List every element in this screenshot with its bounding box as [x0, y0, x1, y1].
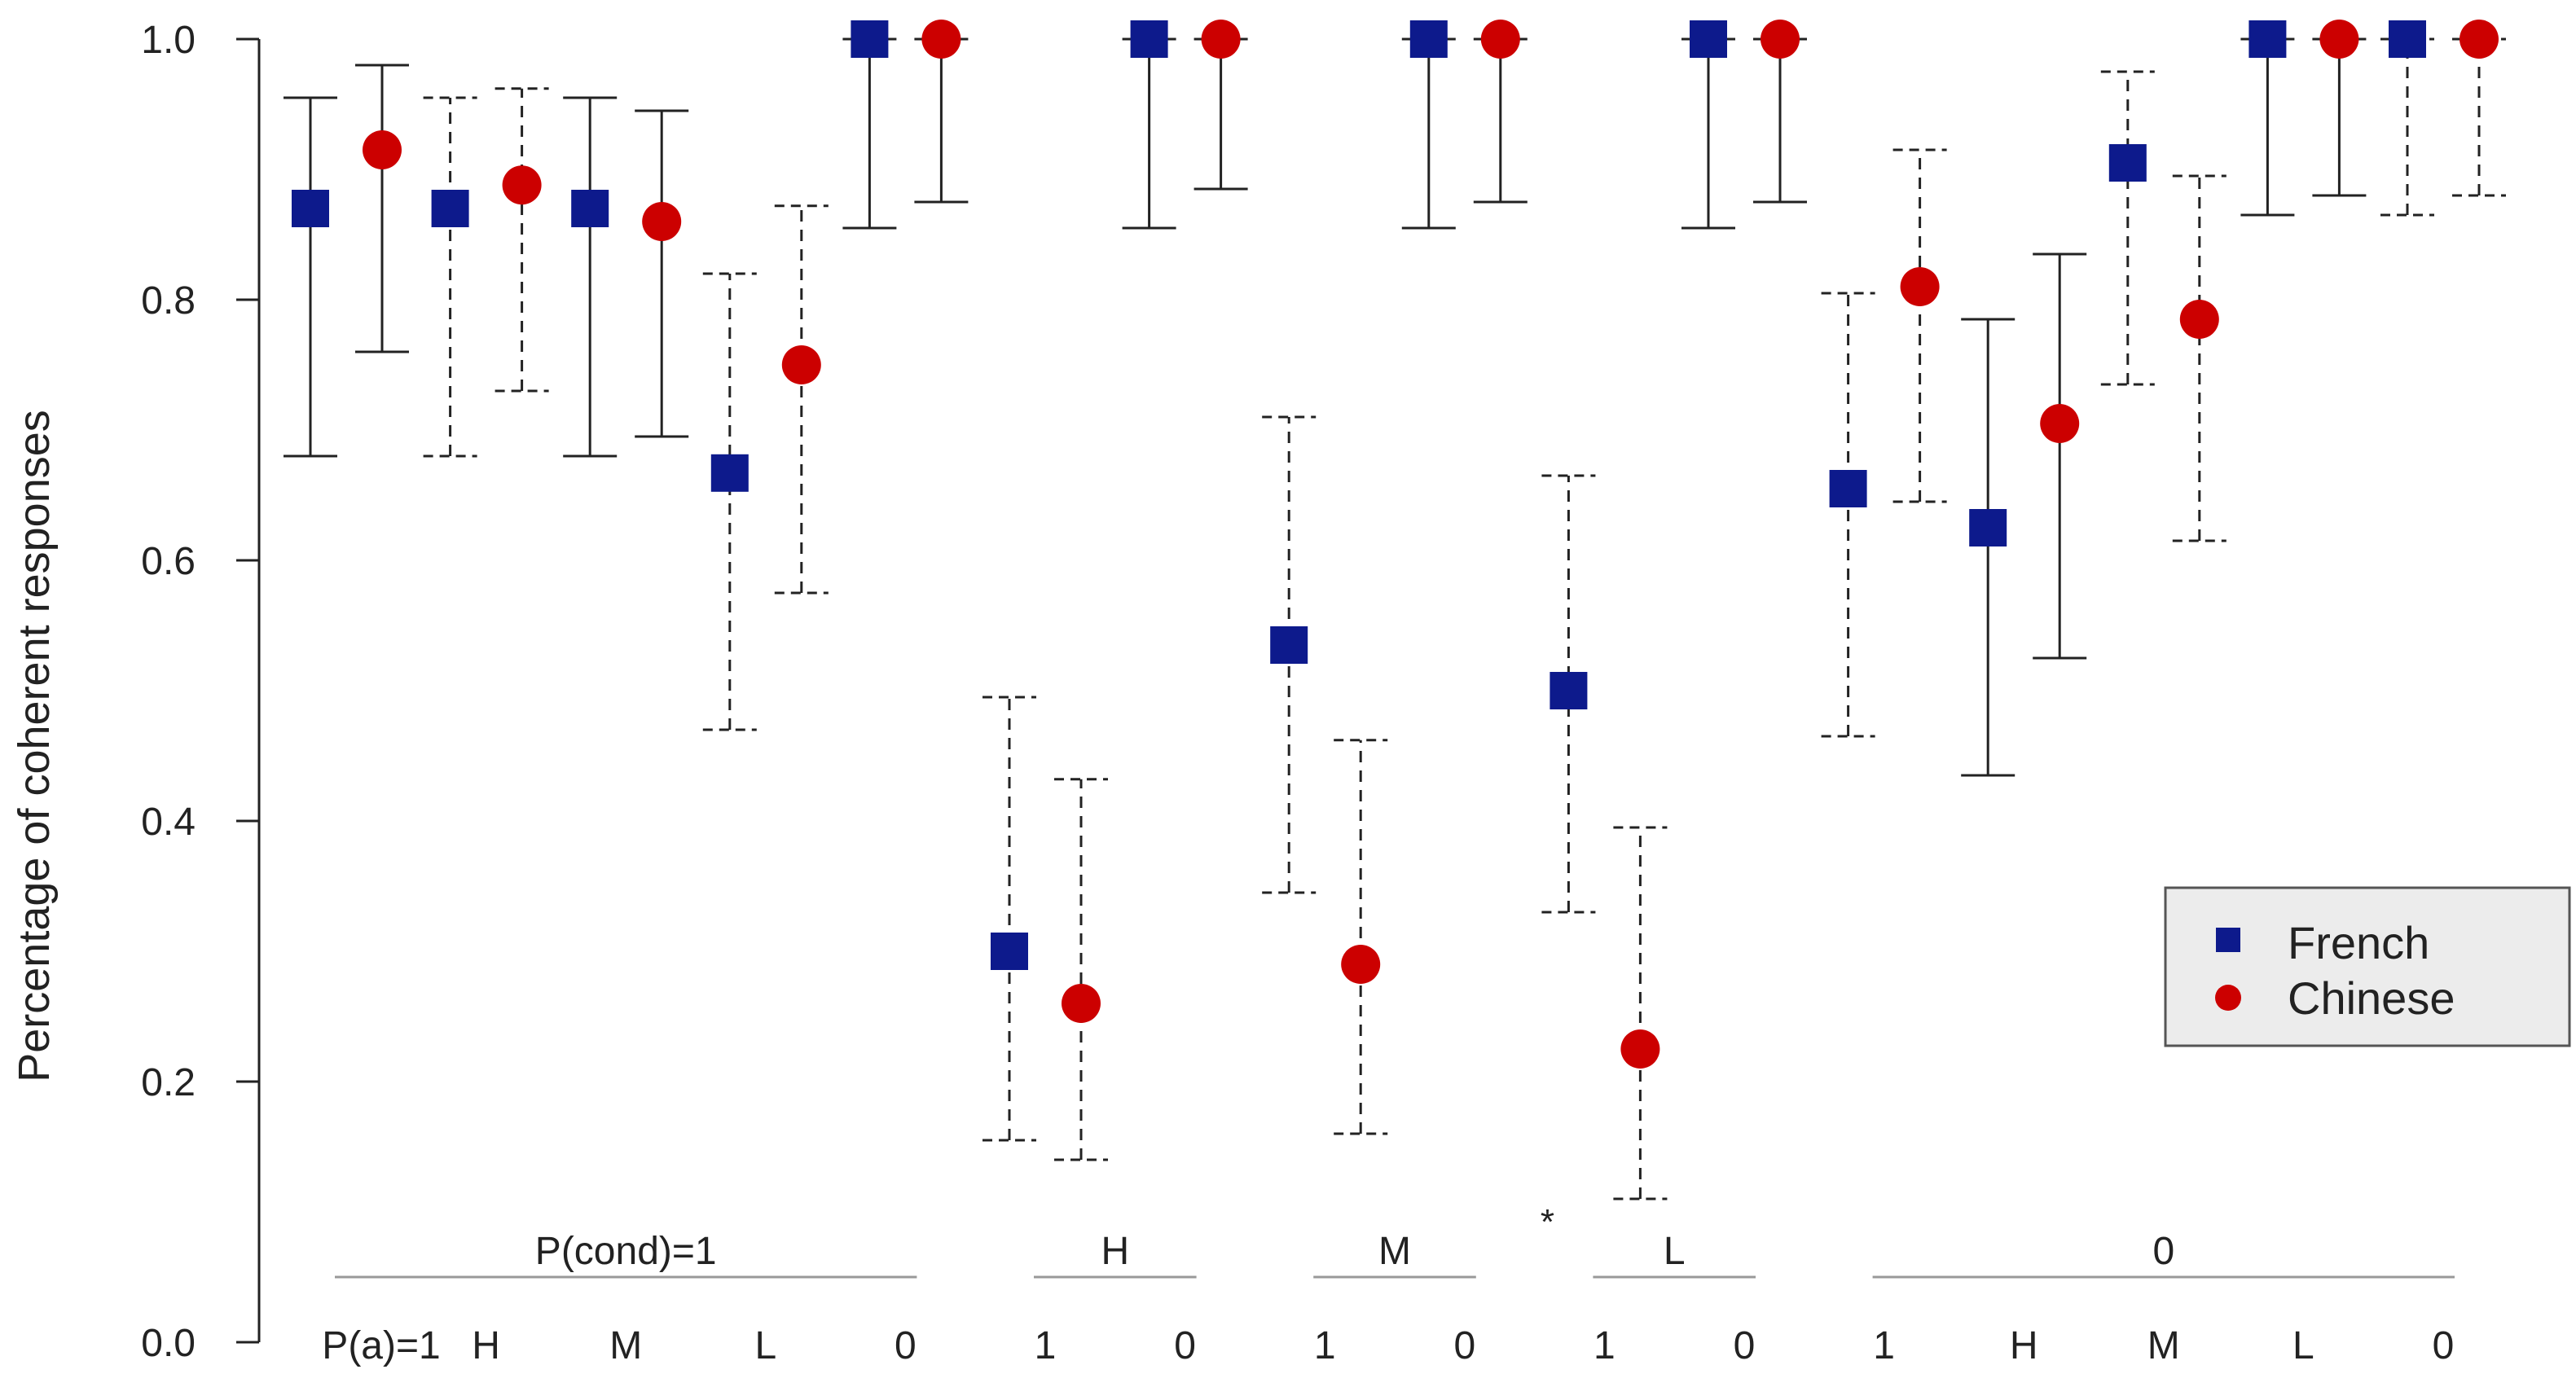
y-tick-label: 0.8	[141, 279, 196, 323]
marker-french	[1270, 626, 1308, 664]
category-label: 1	[1314, 1324, 1336, 1367]
legend-chinese-marker	[2215, 985, 2241, 1011]
group-label: L	[1664, 1230, 1686, 1273]
marker-french	[1690, 20, 1727, 58]
legend: French Chinese	[2164, 886, 2571, 1047]
marker-chinese	[502, 165, 542, 205]
category-label: M	[609, 1324, 642, 1367]
marker-french	[991, 933, 1028, 970]
y-tick-label: 0.0	[141, 1322, 196, 1365]
marker-chinese	[1201, 20, 1241, 59]
marker-chinese	[921, 20, 961, 59]
group-label: M	[1378, 1230, 1411, 1273]
y-tick-label: 0.6	[141, 540, 196, 583]
category-label: 0	[1174, 1324, 1196, 1367]
marker-french	[292, 190, 329, 227]
category-label: H	[2010, 1324, 2038, 1367]
category-label: 0	[895, 1324, 917, 1367]
group-label: 0	[2152, 1230, 2174, 1273]
marker-chinese	[1341, 945, 1381, 984]
marker-french	[2389, 20, 2426, 58]
data-markers	[292, 20, 2499, 1069]
marker-french	[2249, 20, 2287, 58]
marker-french	[431, 190, 469, 227]
marker-chinese	[2319, 20, 2359, 59]
marker-french	[710, 454, 749, 492]
marker-chinese	[781, 345, 821, 384]
group-label: H	[1101, 1230, 1129, 1273]
category-labels: P(a)=1 H M L 0 1 0 1 0 1 0 1 H M L 0	[322, 1324, 2454, 1367]
marker-chinese	[642, 202, 682, 241]
significance-asterisk: *	[1541, 1202, 1554, 1242]
legend-box	[2164, 886, 2571, 1047]
marker-chinese	[363, 130, 402, 169]
y-axis: 0.0 0.2 0.4 0.6 0.8 1.0	[141, 19, 261, 1365]
marker-french	[851, 20, 889, 58]
marker-chinese	[1480, 20, 1520, 59]
marker-french	[1969, 509, 2007, 546]
category-label: 1	[1594, 1324, 1615, 1367]
marker-french	[1829, 470, 1867, 507]
marker-chinese	[2040, 404, 2080, 443]
legend-chinese-label: Chinese	[2288, 972, 2455, 1024]
category-label: L	[2292, 1324, 2314, 1367]
marker-french	[2108, 144, 2147, 182]
marker-chinese	[2460, 20, 2499, 59]
marker-french	[1130, 20, 1168, 58]
category-label: L	[754, 1324, 776, 1367]
category-label: 0	[2433, 1324, 2455, 1367]
category-label: 1	[1035, 1324, 1057, 1367]
category-label: H	[472, 1324, 500, 1367]
group-label: P(cond)=1	[535, 1230, 717, 1273]
category-label: 0	[1453, 1324, 1475, 1367]
category-label: P(a)=1	[322, 1324, 440, 1367]
annotations: *	[1541, 1202, 1554, 1242]
marker-french	[1409, 20, 1448, 58]
category-label: 0	[1734, 1324, 1756, 1367]
y-tick-label: 0.4	[141, 801, 196, 844]
marker-chinese	[1900, 267, 1940, 306]
marker-chinese	[2179, 300, 2219, 339]
marker-chinese	[1062, 984, 1101, 1023]
y-axis-label: Percentage of coherent responses	[10, 410, 59, 1082]
y-tick-label: 1.0	[141, 19, 196, 62]
marker-french	[571, 190, 609, 227]
marker-chinese	[1620, 1029, 1660, 1069]
legend-french-marker	[2216, 928, 2240, 952]
group-labels: P(cond)=1 H M L 0	[335, 1230, 2455, 1279]
marker-french	[1550, 672, 1588, 709]
category-label: 1	[1873, 1324, 1895, 1367]
category-label: M	[2147, 1324, 2180, 1367]
y-tick-label: 0.2	[141, 1061, 196, 1104]
marker-chinese	[1761, 20, 1800, 59]
legend-french-label: French	[2288, 917, 2429, 968]
